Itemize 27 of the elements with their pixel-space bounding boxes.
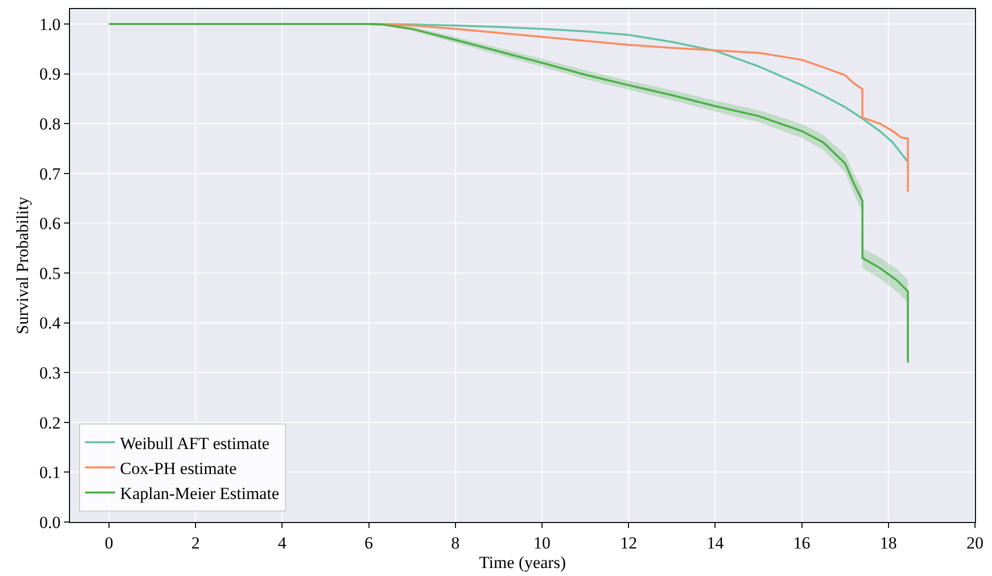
x-tick-label: 20 (966, 533, 984, 552)
x-tick-label: 14 (706, 533, 724, 552)
legend-label: Cox-PH estimate (120, 459, 237, 478)
y-tick-label: 0.0 (39, 512, 61, 532)
y-tick-label: 0.7 (39, 164, 62, 184)
x-tick-label: 8 (451, 533, 460, 552)
x-axis-title: Time (years) (479, 552, 566, 572)
x-tick-label: 18 (880, 533, 897, 552)
y-tick-label: 1.0 (39, 14, 61, 34)
x-tick-label: 10 (533, 533, 550, 552)
y-tick-label: 0.8 (39, 114, 61, 134)
y-tick-label: 0.9 (39, 64, 61, 84)
x-tick-label: 4 (278, 533, 287, 552)
legend-label: Kaplan-Meier Estimate (120, 484, 280, 504)
x-tick-label: 12 (620, 533, 638, 552)
y-tick-label: 0.4 (39, 314, 62, 333)
y-tick-label: 0.6 (39, 214, 61, 234)
y-tick-label: 0.5 (39, 264, 61, 283)
y-tick-label: 0.1 (39, 463, 61, 482)
y-tick-label: 0.3 (39, 364, 61, 383)
x-tick-label: 2 (191, 533, 200, 552)
x-tick-label: 16 (793, 533, 810, 552)
y-tick-label: 0.2 (39, 413, 61, 432)
y-axis-title: Survival Probability (12, 196, 32, 334)
x-tick-label: 6 (364, 533, 374, 552)
x-tick-label: 0 (104, 533, 114, 552)
legend-label: Weibull AFT estimate (120, 434, 270, 453)
